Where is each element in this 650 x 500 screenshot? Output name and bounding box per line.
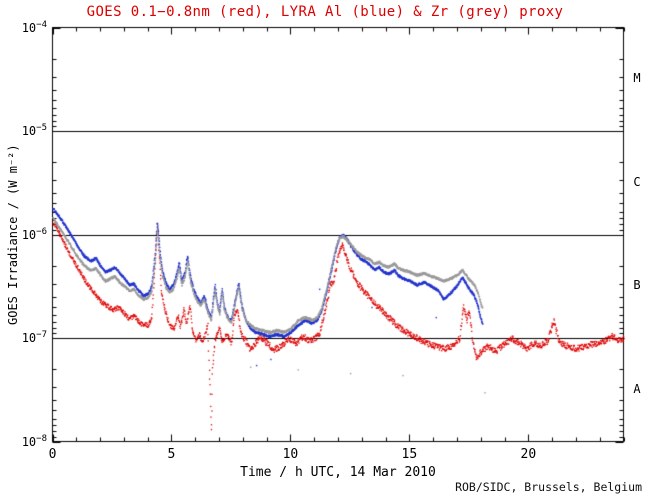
x-tick-label: 10 <box>282 447 299 462</box>
y-tick-label: 10−8 <box>21 433 47 449</box>
x-tick-label: 5 <box>167 447 176 462</box>
y-tick-label: 10−5 <box>21 123 47 138</box>
x-tick-label: 0 <box>48 447 57 462</box>
flare-class-label-B: B <box>633 278 641 293</box>
y-tick-label: 10−7 <box>21 330 47 345</box>
credit-text: ROB/SIDC, Brussels, Belgium <box>455 480 642 494</box>
x-tick-label: 20 <box>520 447 537 462</box>
y-tick-label: 10−4 <box>21 19 47 35</box>
flare-class-label-C: C <box>633 174 641 189</box>
flare-class-label-M: M <box>633 71 641 86</box>
y-tick-label: 10−6 <box>21 226 47 242</box>
x-tick-label: 15 <box>401 447 418 462</box>
flare-class-label-A: A <box>633 381 641 396</box>
x-axis-title: Time / h UTC, 14 Mar 2010 <box>240 465 436 480</box>
plot-title: GOES 0.1−0.8nm (red), LYRA Al (blue) & Z… <box>86 4 564 20</box>
